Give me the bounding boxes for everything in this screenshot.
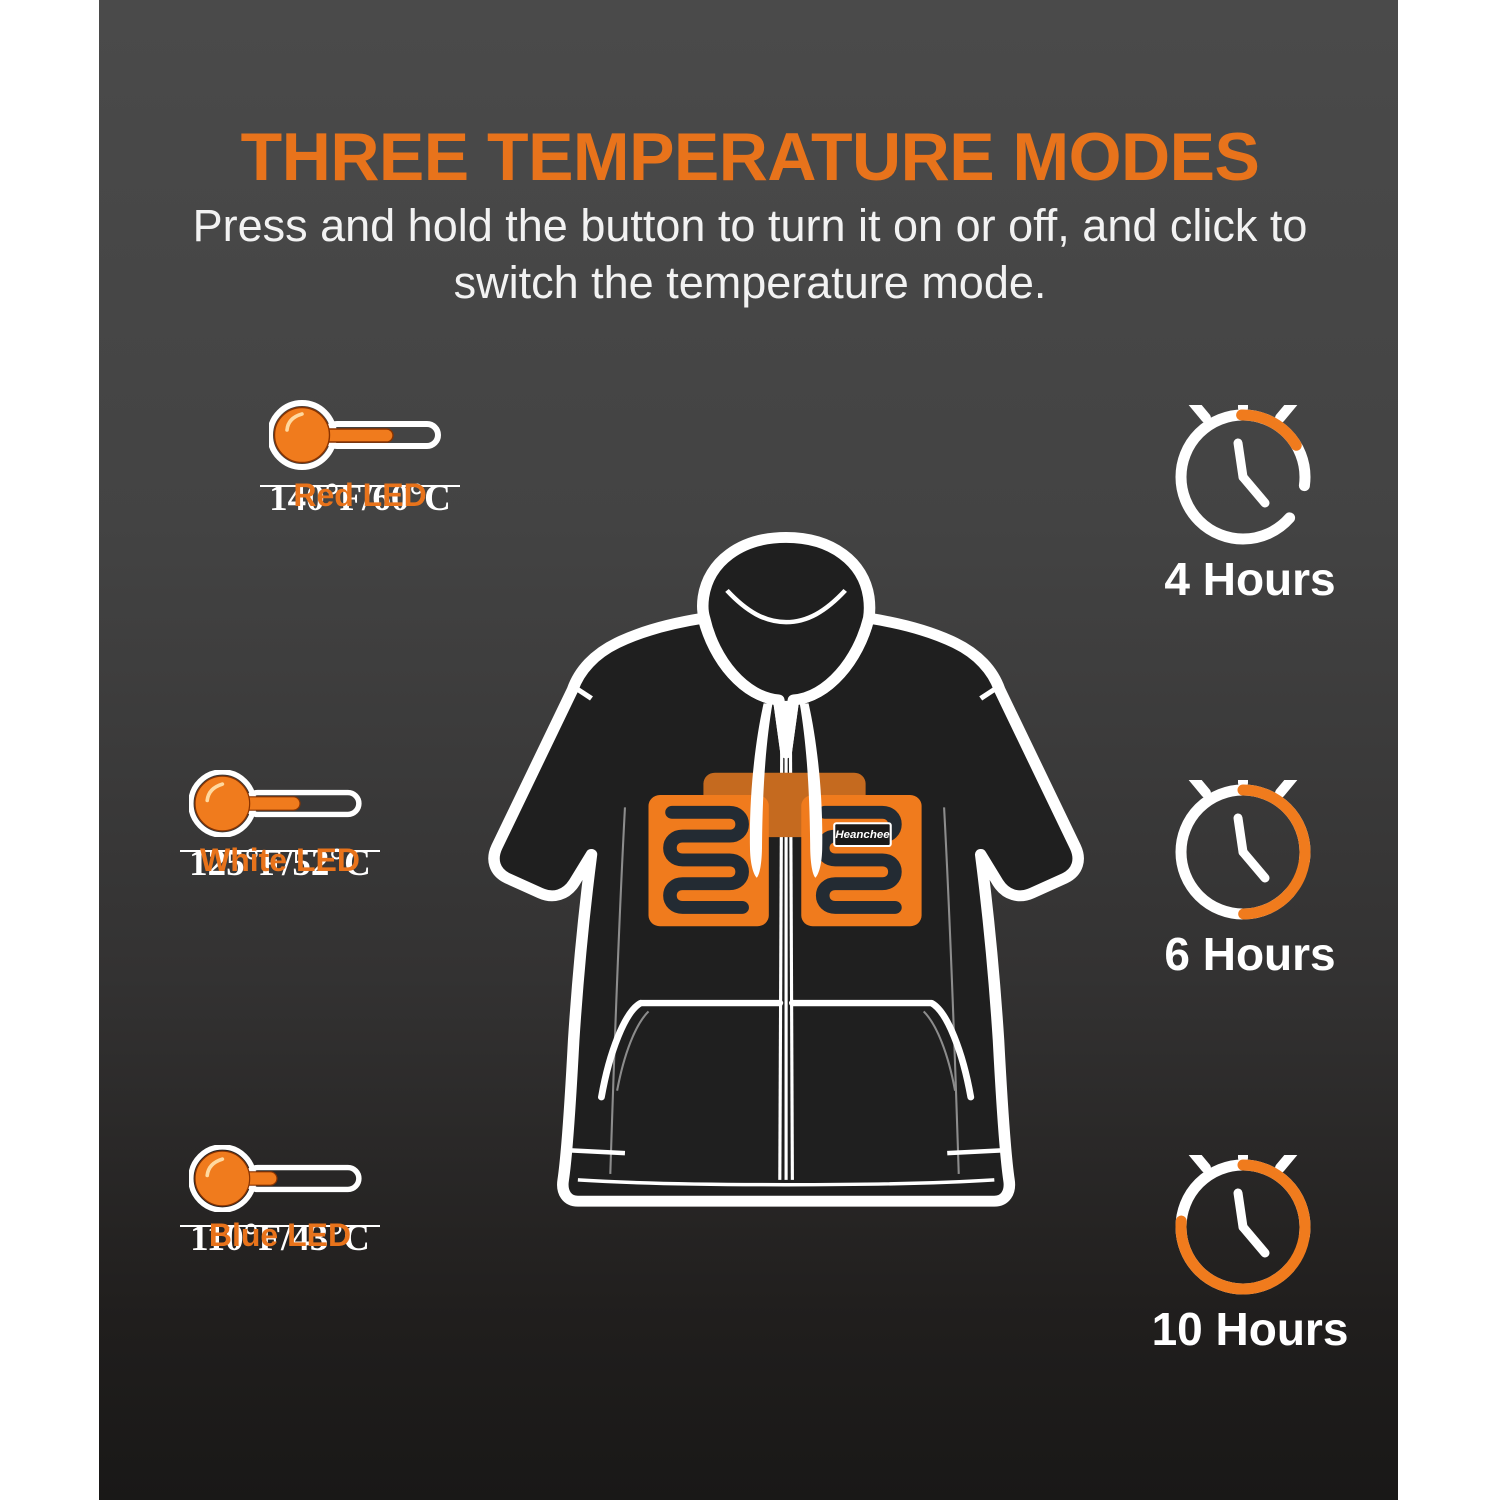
svg-text:Heanchee: Heanchee xyxy=(835,829,889,841)
